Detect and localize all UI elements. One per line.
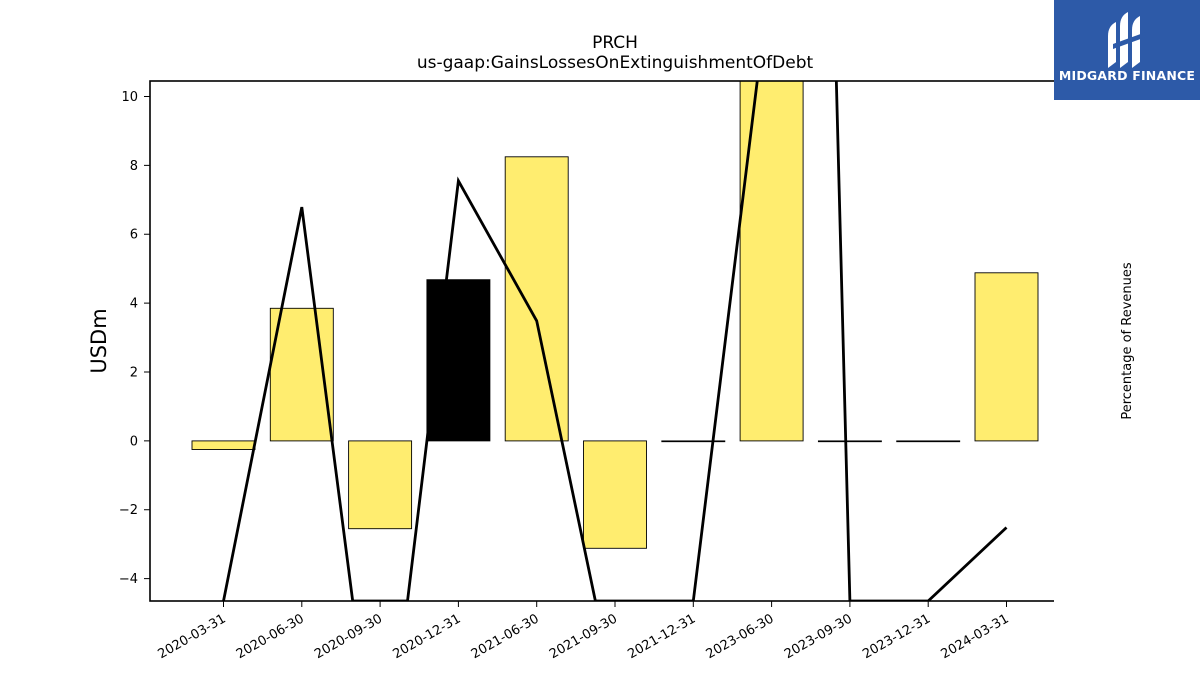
y-axis-label: USDm [87,308,111,373]
y-tick-label: 8 [130,159,138,174]
y-axis-left: −4 −2 0 2 4 6 8 10 [119,90,150,587]
chart: PRCH us-gaap:GainsLossesOnExtinguishment… [87,33,1054,662]
line-group [222,81,1008,601]
y-tick-label: 0 [130,434,138,449]
bar-2021-09-30 [583,440,647,549]
y-tick-label: −2 [119,503,138,518]
bar-2021-12-31 [661,440,726,443]
y-tick-label: 2 [130,365,138,380]
bar-2023-12-31 [896,440,961,443]
y-tick-label: 6 [130,228,138,243]
y-axis-right-label: Percentage of Revenues [1120,262,1135,420]
chart-subtitle: us-gaap:GainsLossesOnExtinguishmentOfDeb… [417,53,814,73]
y-tick-label: 4 [130,297,138,312]
x-tick-label: 2024-03-31 [939,611,1012,662]
bar-2021-06-30 [504,156,569,442]
x-tick-label: 2021-06-30 [469,611,542,662]
x-tick-label: 2021-09-30 [547,611,620,662]
x-tick-label: 2020-03-31 [156,611,229,662]
percentage-line [222,81,1008,601]
y-tick-label: 10 [121,90,138,105]
x-tick-label: 2023-06-30 [704,611,777,662]
x-tick-label: 2020-06-30 [234,611,307,662]
bars-group [191,80,1039,549]
x-tick-label: 2023-09-30 [782,611,855,662]
bar-2023-09-30 [817,440,882,443]
x-tick-label: 2023-12-31 [860,611,933,662]
y-tick-label: −4 [119,572,138,587]
x-tick-label: 2020-12-31 [390,611,463,662]
chart-title: PRCH [592,33,638,53]
logo-mark-icon [1108,12,1146,68]
bar-2020-03-31 [191,440,256,450]
x-tick-label: 2020-09-30 [312,611,385,662]
bar-2024-03-31 [974,272,1039,442]
x-axis: 2020-03-31 2020-06-30 2020-09-30 2020-12-31… [156,601,1012,662]
bar-2020-09-30 [348,440,413,530]
company-logo: MIDGARD FINANCE [1054,0,1200,100]
x-tick-label: 2021-12-31 [625,611,698,662]
logo-text: MIDGARD FINANCE [1058,68,1196,83]
